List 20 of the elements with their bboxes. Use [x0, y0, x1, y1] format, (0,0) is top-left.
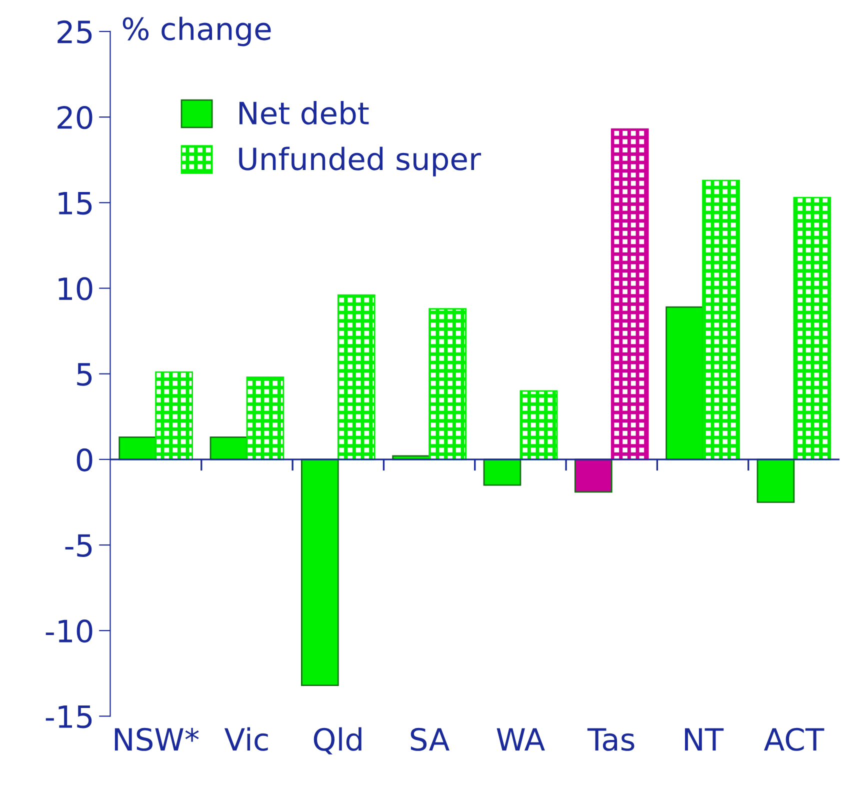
- y-tick-label: 5: [77, 363, 92, 386]
- y-tick-label: 15: [58, 192, 92, 215]
- y-tick-label: 10: [58, 277, 92, 300]
- y-tick-label: -15: [46, 706, 92, 728]
- x-tick-label: NSW*: [114, 728, 199, 751]
- y-axis-title: % change: [122, 16, 271, 46]
- y-tick-label: -10: [46, 620, 92, 643]
- x-tick-label: Tas: [587, 728, 634, 751]
- x-tick-label: SA: [410, 728, 450, 751]
- legend-label: Unfunded super: [239, 146, 482, 176]
- x-tick-label: Vic: [224, 727, 268, 751]
- y-tick-label: 25: [58, 20, 92, 44]
- y-tick-label: 20: [58, 106, 92, 130]
- x-tick-label: Qld: [314, 727, 362, 754]
- y-tick-label: -5: [65, 534, 92, 558]
- x-tick-label: ACT: [764, 728, 824, 751]
- y-tick-label: 0: [76, 448, 92, 472]
- x-tick-label: WA: [496, 728, 545, 750]
- x-tick-label: NT: [685, 728, 724, 750]
- legend-label: Net debt: [239, 100, 369, 125]
